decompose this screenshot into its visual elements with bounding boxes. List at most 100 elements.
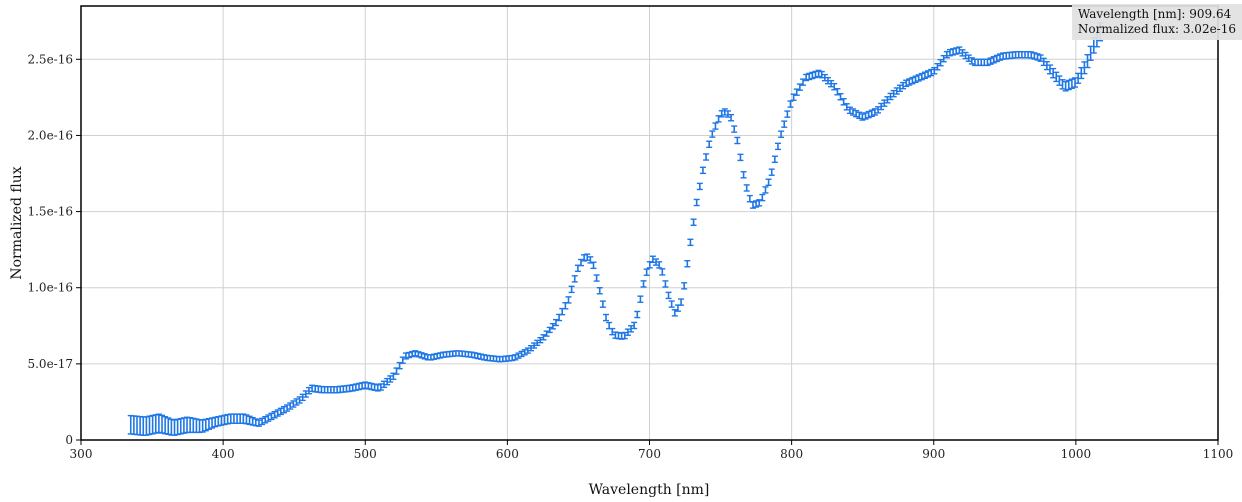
data-point [1050, 67, 1057, 79]
data-point [778, 130, 785, 138]
data-point [728, 113, 735, 122]
data-point [1037, 54, 1044, 62]
data-point [756, 199, 763, 207]
data-point [1043, 61, 1050, 71]
data-point [753, 200, 760, 208]
data-point [771, 155, 778, 164]
data-point [537, 336, 544, 344]
data-point [925, 70, 932, 78]
data-point [681, 282, 688, 290]
data-point [621, 331, 628, 340]
data-point [1031, 52, 1038, 60]
data-point [709, 130, 716, 138]
data-point [593, 274, 600, 282]
data-point [737, 153, 744, 162]
data-point [684, 259, 691, 268]
data-point [815, 69, 822, 78]
data-point [277, 407, 284, 416]
data-point [596, 287, 603, 295]
data-point [534, 339, 541, 347]
data-point [900, 81, 907, 90]
data-point [715, 115, 722, 123]
data-point [784, 110, 791, 118]
data-point [968, 57, 975, 65]
data-point [743, 184, 750, 192]
data-point [387, 375, 394, 383]
data-point [893, 87, 900, 95]
data-point [703, 153, 710, 161]
data-point [918, 72, 925, 81]
data-point [1059, 79, 1066, 90]
data-point [840, 98, 847, 106]
data-point [568, 285, 575, 294]
data-point [634, 310, 641, 319]
data-point [875, 106, 882, 114]
data-point [1056, 75, 1063, 86]
y-tick-label: 2.5e-16 [27, 52, 73, 66]
data-point [624, 328, 631, 336]
data-point [831, 82, 838, 91]
data-point [415, 351, 422, 358]
data-point [631, 321, 638, 330]
data-point [799, 78, 806, 86]
data-point [774, 142, 781, 151]
data-point [796, 83, 803, 91]
hover-tooltip: Wavelength [nm]: 909.64 Normalized flux:… [1071, 4, 1242, 40]
data-point [878, 102, 885, 111]
data-point [603, 313, 610, 322]
data-point [834, 87, 841, 96]
data-point [793, 88, 800, 96]
data-point [956, 46, 963, 54]
data-point [552, 318, 559, 327]
data-point [577, 258, 584, 267]
data-point [896, 84, 903, 93]
data-point [724, 110, 731, 118]
x-tick-labels: 300 400 500 600 700 800 900 1000 1100 [70, 440, 1233, 461]
y-tick-label: 0 [65, 433, 73, 447]
data-point [571, 275, 578, 283]
data-point [762, 186, 769, 194]
data-point [812, 70, 819, 79]
data-point [643, 268, 650, 276]
data-point [765, 178, 772, 186]
data-point [934, 62, 941, 71]
data-point [302, 390, 309, 398]
data-point [837, 93, 844, 101]
data-point [946, 48, 953, 57]
data-point [521, 349, 528, 356]
data-point [931, 67, 938, 75]
data-point [656, 261, 663, 269]
data-point [828, 79, 835, 88]
data-point [540, 334, 547, 341]
data-point [846, 106, 853, 115]
data-point [787, 100, 794, 108]
data-point [412, 350, 419, 357]
data-point [843, 103, 850, 111]
data-point [590, 261, 597, 270]
data-point [678, 298, 685, 306]
data-point [637, 295, 644, 303]
data-point [668, 300, 675, 308]
x-tick-label: 400 [212, 447, 235, 461]
x-axis-title: Wavelength [nm] [589, 482, 710, 498]
data-point [1084, 54, 1091, 69]
data-point [1081, 61, 1088, 75]
data-point [759, 193, 766, 202]
x-tick-label: 700 [638, 447, 661, 461]
data-point [912, 75, 919, 84]
data-point [950, 48, 957, 56]
data-point [721, 108, 728, 116]
data-point [274, 409, 281, 417]
data-point [524, 347, 531, 354]
data-point [868, 109, 875, 118]
data-point [884, 96, 891, 104]
data-point [856, 111, 863, 120]
data-point [409, 350, 416, 358]
data-point [862, 112, 869, 120]
data-point [549, 322, 556, 330]
data-point [881, 99, 888, 107]
data-point [599, 300, 606, 308]
data-point [1068, 78, 1075, 90]
data-point [965, 54, 972, 62]
data-point [806, 72, 813, 81]
